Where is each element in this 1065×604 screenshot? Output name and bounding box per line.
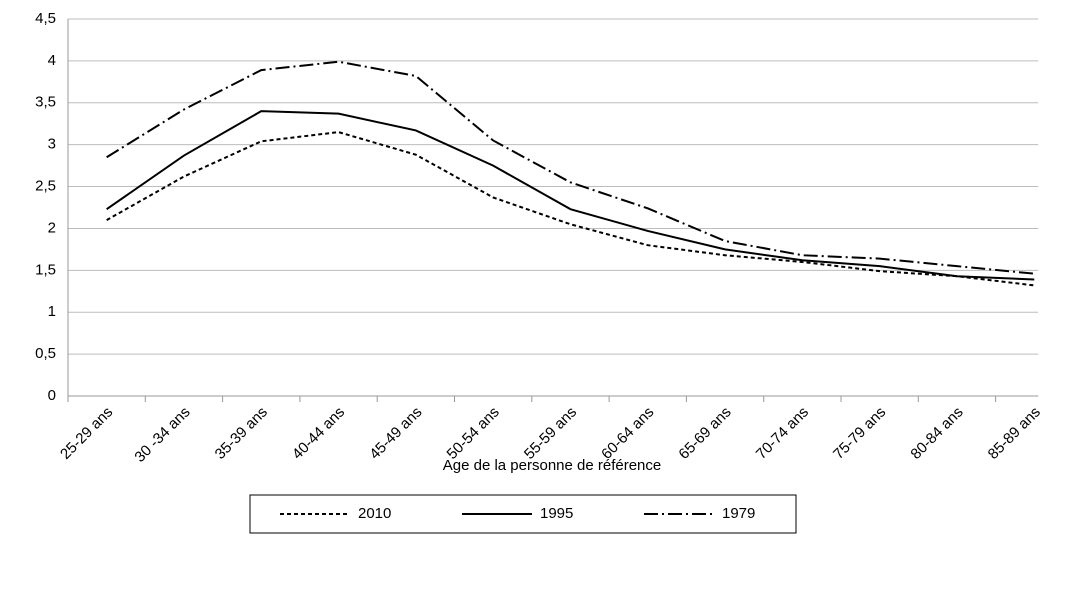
y-tick-label: 2,5 — [35, 178, 56, 195]
y-tick-label: 1,5 — [35, 261, 56, 278]
x-axis-title: Age de la personne de référence — [443, 457, 662, 474]
y-tick-label: 4,5 — [35, 10, 56, 27]
y-tick-label: 4 — [48, 52, 56, 69]
line-series — [106, 110, 1035, 281]
legend-label: 2010 — [358, 505, 391, 522]
y-tick-label: 0 — [48, 387, 56, 404]
legend-label: 1995 — [540, 505, 573, 522]
x-tick-label: 75-79 ans — [830, 404, 889, 463]
x-tick-label: 35-39 ans — [212, 404, 271, 463]
x-tick-label: 30 -34 ans — [131, 404, 193, 466]
x-tick-label: 50-54 ans — [444, 404, 503, 463]
y-tick-label: 3 — [48, 136, 56, 153]
y-tick-label: 2 — [48, 219, 56, 236]
x-tick-label: 60-64 ans — [598, 404, 657, 463]
x-tick-label: 80-84 ans — [907, 404, 966, 463]
line-series — [106, 60, 1035, 275]
x-tick-label: 85-89 ans — [985, 404, 1044, 463]
x-tick-label: 25-29 ans — [57, 404, 116, 463]
line-series — [106, 131, 1035, 287]
x-tick-label: 70-74 ans — [753, 404, 812, 463]
x-tick-label: 40-44 ans — [289, 404, 348, 463]
x-tick-label: 65-69 ans — [675, 404, 734, 463]
y-tick-label: 1 — [48, 303, 56, 320]
y-tick-label: 0,5 — [35, 345, 56, 362]
legend-label: 1979 — [722, 505, 755, 522]
y-tick-label: 3,5 — [35, 94, 56, 111]
x-tick-label: 45-49 ans — [366, 404, 425, 463]
x-tick-label: 55-59 ans — [521, 404, 580, 463]
